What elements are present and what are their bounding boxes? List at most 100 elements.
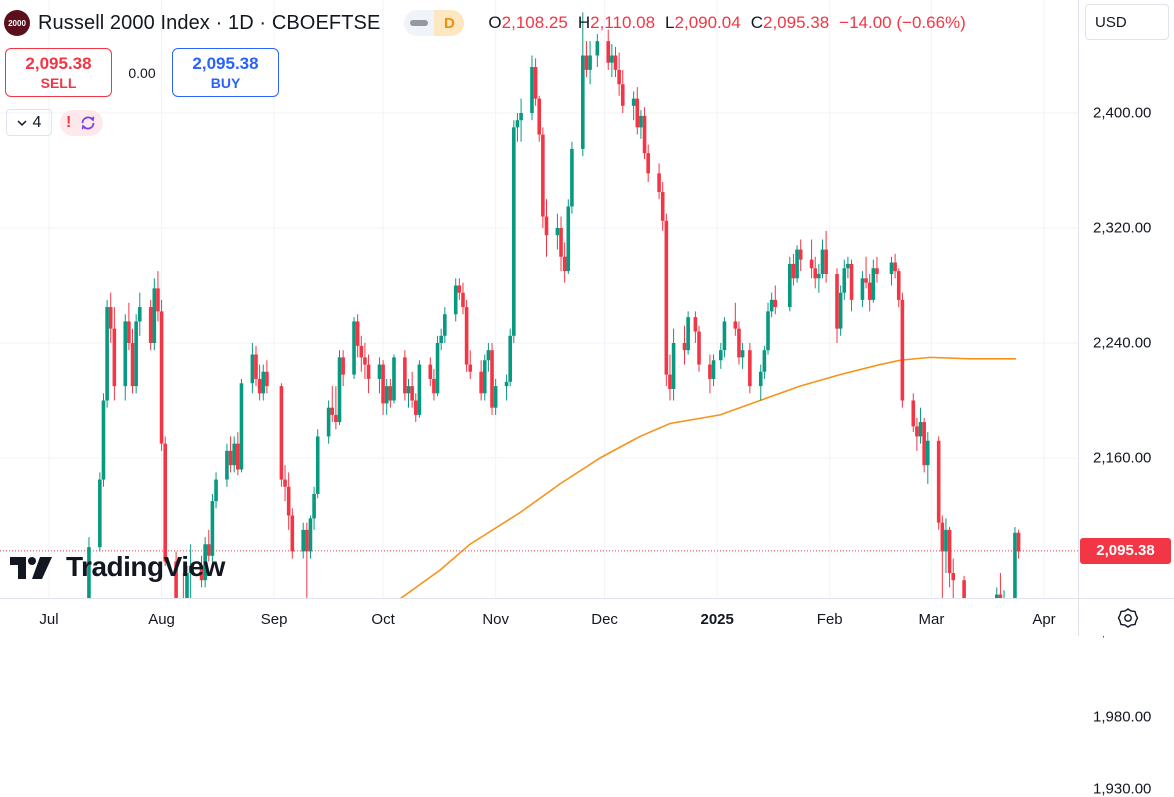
candle-body: [533, 67, 538, 99]
candlestick-chart[interactable]: [0, 0, 1078, 598]
candle-body: [504, 381, 509, 387]
candle-body: [766, 311, 770, 351]
moving-average-fast: [399, 356, 1016, 598]
candle-body: [410, 386, 414, 401]
candle-body: [417, 364, 422, 415]
error-icon[interactable]: !: [66, 113, 72, 131]
candle-body: [773, 299, 778, 308]
close-label: C: [750, 13, 763, 32]
candle-body: [254, 354, 258, 379]
change-value: −14.00 (−0.66%): [839, 13, 966, 32]
candle-body: [947, 529, 952, 573]
symbol-logo[interactable]: 2000: [4, 10, 30, 36]
candle-body: [657, 173, 661, 193]
candle-body: [330, 407, 335, 415]
market-status-toggle[interactable]: D: [404, 10, 465, 36]
candle-body: [940, 522, 945, 552]
candle-body: [152, 288, 157, 343]
candle-body: [257, 378, 262, 394]
candle-body: [788, 263, 792, 308]
candle-body: [432, 378, 436, 394]
candle-body: [795, 249, 799, 279]
high-value: 2,110.08: [590, 13, 656, 32]
candle-body: [671, 343, 676, 389]
candle-body: [559, 228, 563, 257]
candle-body: [413, 400, 418, 415]
candle-body: [838, 292, 843, 329]
axis-settings-corner: [1078, 598, 1174, 636]
chevron-down-icon: [17, 119, 27, 126]
candle-body: [566, 206, 571, 272]
candle-body: [232, 443, 237, 466]
candle-body: [846, 263, 850, 269]
candle-body: [918, 422, 923, 437]
candle-body: [864, 278, 868, 283]
candle-body: [584, 55, 589, 70]
refresh-icon[interactable]: [79, 114, 97, 132]
candle-body: [875, 268, 879, 274]
candle-body: [203, 544, 207, 581]
price-tick-label: 1,980.00: [1093, 708, 1152, 726]
candle-body: [537, 98, 542, 135]
candle-body: [889, 262, 894, 274]
candle-body: [631, 98, 636, 106]
candle-body: [352, 321, 356, 375]
candle-body: [279, 386, 284, 480]
delayed-data-badge[interactable]: D: [434, 10, 465, 36]
candle-body: [493, 386, 498, 408]
spread-value: 0.00: [128, 64, 156, 81]
candle-body: [308, 518, 313, 552]
candle-body: [748, 350, 752, 387]
settings-icon[interactable]: [1117, 607, 1139, 629]
indicators-toggle[interactable]: 4: [6, 109, 52, 136]
candle-body: [1016, 532, 1021, 552]
candle-body: [384, 386, 389, 404]
candle-body: [660, 192, 665, 221]
candle-body: [867, 282, 872, 300]
time-tick-label: Mar: [918, 611, 945, 628]
candle-body: [911, 400, 916, 427]
symbol-title[interactable]: Russell 2000 Index · 1D · CBOEFTSE: [38, 11, 381, 34]
candle-body: [206, 544, 211, 556]
candle-body: [595, 41, 600, 56]
price-axis[interactable]: USD 2,400.002,320.002,240.002,160.002,04…: [1078, 0, 1174, 797]
candle-body: [512, 127, 516, 336]
candle-body: [922, 422, 926, 466]
candle-body: [403, 357, 407, 394]
time-axis[interactable]: Jul Aug Sep Oct Nov Dec 2025 Feb Mar Apr: [0, 598, 1078, 636]
candle-body: [682, 343, 687, 351]
candle-body: [359, 345, 364, 358]
candle-body: [101, 400, 106, 480]
low-label: L: [665, 13, 675, 32]
currency-selector[interactable]: USD: [1085, 4, 1169, 40]
candle-body: [283, 479, 287, 487]
candle-body: [366, 364, 371, 379]
time-tick-label: Jul: [39, 611, 59, 628]
candle-body: [112, 328, 117, 387]
candle-body: [944, 529, 948, 552]
candle-body: [457, 285, 462, 293]
candle-body: [508, 335, 512, 382]
candle-body: [555, 228, 560, 236]
candle-body: [562, 256, 567, 272]
candle-body: [127, 321, 131, 343]
buy-button[interactable]: 2,095.38 BUY: [172, 48, 279, 97]
candle-body: [301, 529, 305, 552]
candle-body: [817, 274, 821, 279]
indicator-controls: 4 !: [6, 109, 104, 136]
candle-body: [453, 285, 458, 315]
candle-body: [893, 262, 897, 272]
chart-plot-area[interactable]: 2000 Russell 2000 Index · 1D · CBOEFTSE …: [0, 0, 1078, 598]
high-label: H: [577, 13, 591, 32]
candle-body: [769, 299, 774, 312]
candle-body: [148, 307, 153, 343]
candle-body: [482, 360, 487, 394]
candle-body: [261, 371, 266, 394]
candle-body: [461, 292, 465, 308]
sell-button[interactable]: 2,095.38 SELL: [5, 48, 112, 97]
candle-body: [697, 331, 701, 365]
time-tick-label: Aug: [148, 611, 175, 628]
sell-price: 2,095.38: [25, 54, 92, 73]
candle-body: [588, 55, 592, 70]
candle-body: [871, 268, 876, 300]
